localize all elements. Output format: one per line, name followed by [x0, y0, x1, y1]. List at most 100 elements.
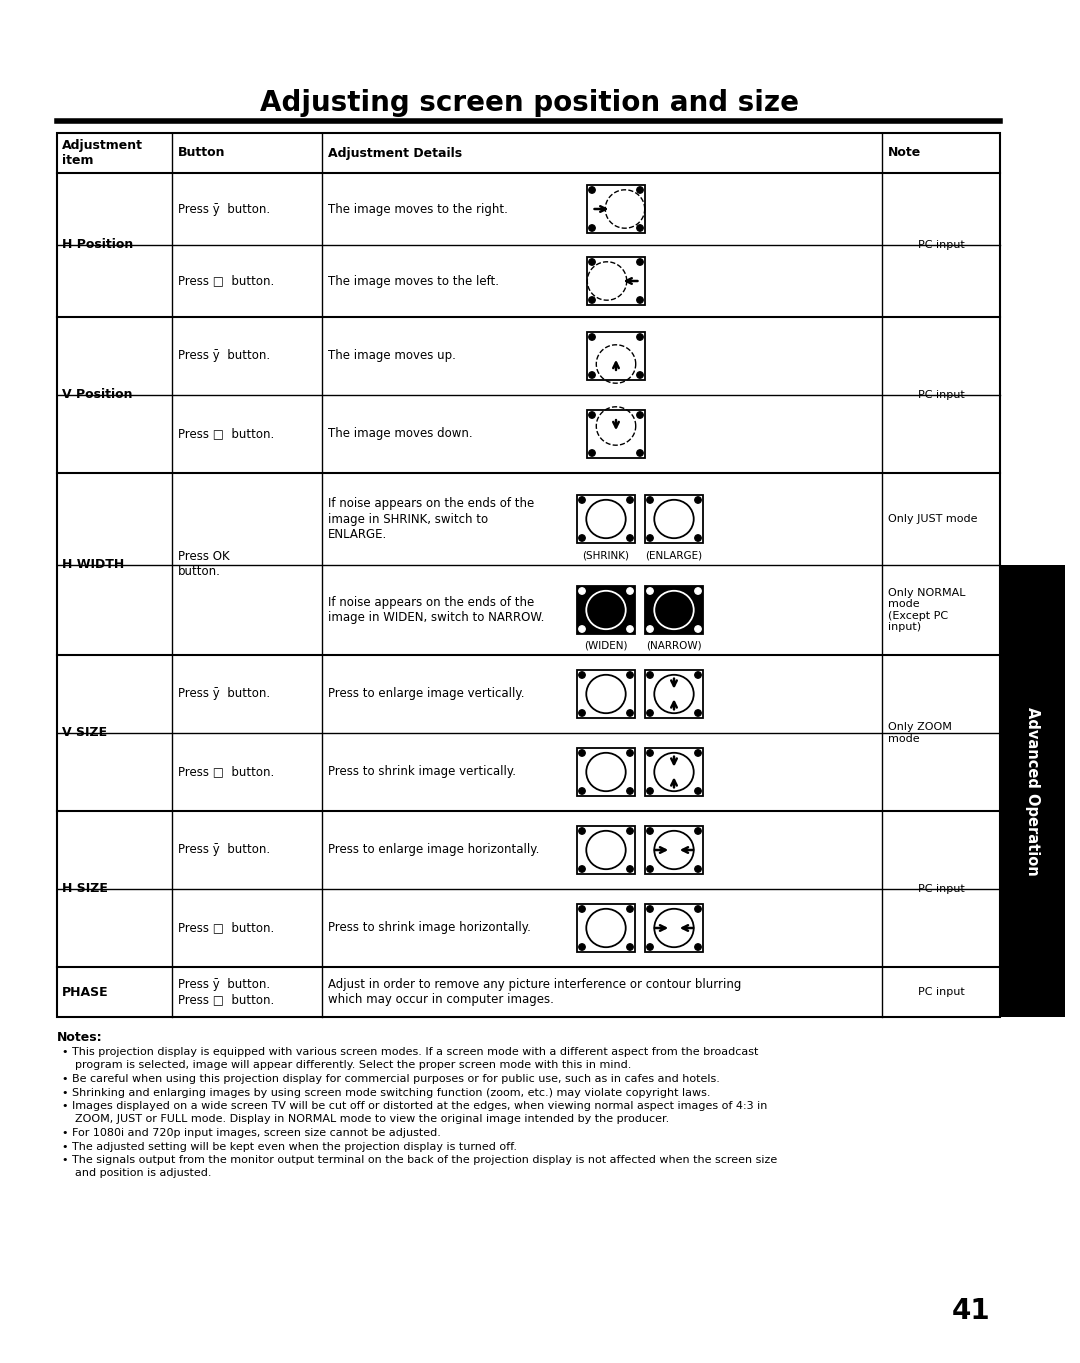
- Circle shape: [579, 587, 585, 594]
- Circle shape: [637, 259, 644, 266]
- Circle shape: [626, 534, 633, 541]
- Circle shape: [589, 259, 595, 266]
- Bar: [645, 495, 703, 542]
- Bar: [588, 185, 645, 233]
- Text: The image moves down.: The image moves down.: [328, 428, 473, 440]
- Circle shape: [626, 626, 633, 632]
- Circle shape: [647, 827, 653, 834]
- Bar: [577, 495, 635, 542]
- Bar: [588, 258, 645, 305]
- Circle shape: [694, 827, 701, 834]
- Circle shape: [647, 672, 653, 679]
- Bar: [645, 904, 703, 951]
- Text: PC input: PC input: [918, 987, 964, 996]
- Ellipse shape: [654, 909, 693, 947]
- Circle shape: [647, 626, 653, 632]
- Circle shape: [579, 827, 585, 834]
- Circle shape: [647, 943, 653, 950]
- Circle shape: [637, 297, 644, 303]
- Text: 41: 41: [951, 1298, 990, 1325]
- Circle shape: [579, 672, 585, 679]
- Circle shape: [647, 906, 653, 912]
- Circle shape: [694, 788, 701, 795]
- Bar: [1000, 566, 1065, 1017]
- Text: (WIDEN): (WIDEN): [584, 641, 627, 652]
- Text: ZOOM, JUST or FULL mode. Display in NORMAL mode to view the original image inten: ZOOM, JUST or FULL mode. Display in NORM…: [75, 1115, 670, 1124]
- Text: PC input: PC input: [918, 240, 964, 249]
- Circle shape: [626, 827, 633, 834]
- Circle shape: [579, 626, 585, 632]
- Text: Press ȳ  button.
Press □  button.: Press ȳ button. Press □ button.: [178, 979, 274, 1006]
- Circle shape: [647, 710, 653, 716]
- Text: • For 1080i and 720p input images, screen size cannot be adjusted.: • For 1080i and 720p input images, scree…: [62, 1129, 441, 1138]
- Circle shape: [589, 412, 595, 418]
- Circle shape: [694, 534, 701, 541]
- Text: Adjustment
item: Adjustment item: [62, 139, 143, 168]
- Text: PHASE: PHASE: [62, 985, 109, 999]
- Circle shape: [647, 788, 653, 795]
- Text: H WIDTH: H WIDTH: [62, 557, 124, 571]
- Ellipse shape: [586, 831, 625, 870]
- Circle shape: [694, 750, 701, 756]
- Text: Press ȳ  button.: Press ȳ button.: [178, 687, 270, 701]
- Circle shape: [694, 710, 701, 716]
- Text: Press □  button.: Press □ button.: [178, 428, 274, 440]
- Circle shape: [589, 334, 595, 341]
- Circle shape: [589, 187, 595, 194]
- Circle shape: [626, 788, 633, 795]
- Circle shape: [637, 372, 644, 378]
- Text: Press □  button.: Press □ button.: [178, 274, 274, 288]
- Text: Only JUST mode: Only JUST mode: [888, 514, 977, 523]
- Text: • This projection display is equipped with various screen modes. If a screen mod: • This projection display is equipped wi…: [62, 1047, 758, 1056]
- Circle shape: [626, 710, 633, 716]
- Text: (ENLARGE): (ENLARGE): [646, 551, 703, 560]
- Text: Only ZOOM
mode: Only ZOOM mode: [888, 722, 951, 744]
- Text: PC input: PC input: [918, 885, 964, 894]
- Circle shape: [637, 334, 644, 341]
- Circle shape: [694, 626, 701, 632]
- Circle shape: [626, 866, 633, 872]
- Bar: [645, 826, 703, 874]
- Text: Adjust in order to remove any picture interference or contour blurring
which may: Adjust in order to remove any picture in…: [328, 979, 741, 1006]
- Text: V Position: V Position: [62, 388, 133, 402]
- Text: Press ȳ  button.: Press ȳ button.: [178, 203, 270, 215]
- Circle shape: [589, 372, 595, 378]
- Circle shape: [694, 866, 701, 872]
- Text: • The adjusted setting will be kept even when the projection display is turned o: • The adjusted setting will be kept even…: [62, 1141, 517, 1152]
- Bar: [588, 333, 645, 380]
- Circle shape: [647, 496, 653, 503]
- Bar: [577, 671, 635, 718]
- Circle shape: [579, 906, 585, 912]
- Circle shape: [626, 496, 633, 503]
- Bar: [577, 748, 635, 796]
- Ellipse shape: [654, 675, 693, 713]
- Text: Press to shrink image vertically.: Press to shrink image vertically.: [328, 766, 516, 778]
- Circle shape: [637, 187, 644, 194]
- Bar: [577, 904, 635, 951]
- Text: Press □  button.: Press □ button.: [178, 921, 274, 935]
- Text: The image moves to the left.: The image moves to the left.: [328, 274, 499, 288]
- Text: and position is adjusted.: and position is adjusted.: [75, 1168, 212, 1179]
- Text: H Position: H Position: [62, 239, 133, 252]
- Text: Press OK
button.: Press OK button.: [178, 551, 230, 578]
- Circle shape: [579, 710, 585, 716]
- Text: (NARROW): (NARROW): [646, 641, 702, 652]
- Circle shape: [579, 534, 585, 541]
- Circle shape: [694, 906, 701, 912]
- Ellipse shape: [654, 752, 693, 791]
- Circle shape: [637, 450, 644, 457]
- Bar: [645, 586, 703, 634]
- Bar: [577, 826, 635, 874]
- Text: • Images displayed on a wide screen TV will be cut off or distorted at the edges: • Images displayed on a wide screen TV w…: [62, 1101, 768, 1111]
- Ellipse shape: [586, 590, 625, 630]
- Circle shape: [589, 450, 595, 457]
- Circle shape: [579, 788, 585, 795]
- Circle shape: [647, 534, 653, 541]
- Text: • Be careful when using this projection display for commercial purposes or for p: • Be careful when using this projection …: [62, 1074, 720, 1084]
- Ellipse shape: [586, 909, 625, 947]
- Bar: [577, 586, 635, 634]
- Bar: [645, 748, 703, 796]
- Circle shape: [694, 496, 701, 503]
- Circle shape: [637, 225, 644, 232]
- Ellipse shape: [654, 590, 693, 630]
